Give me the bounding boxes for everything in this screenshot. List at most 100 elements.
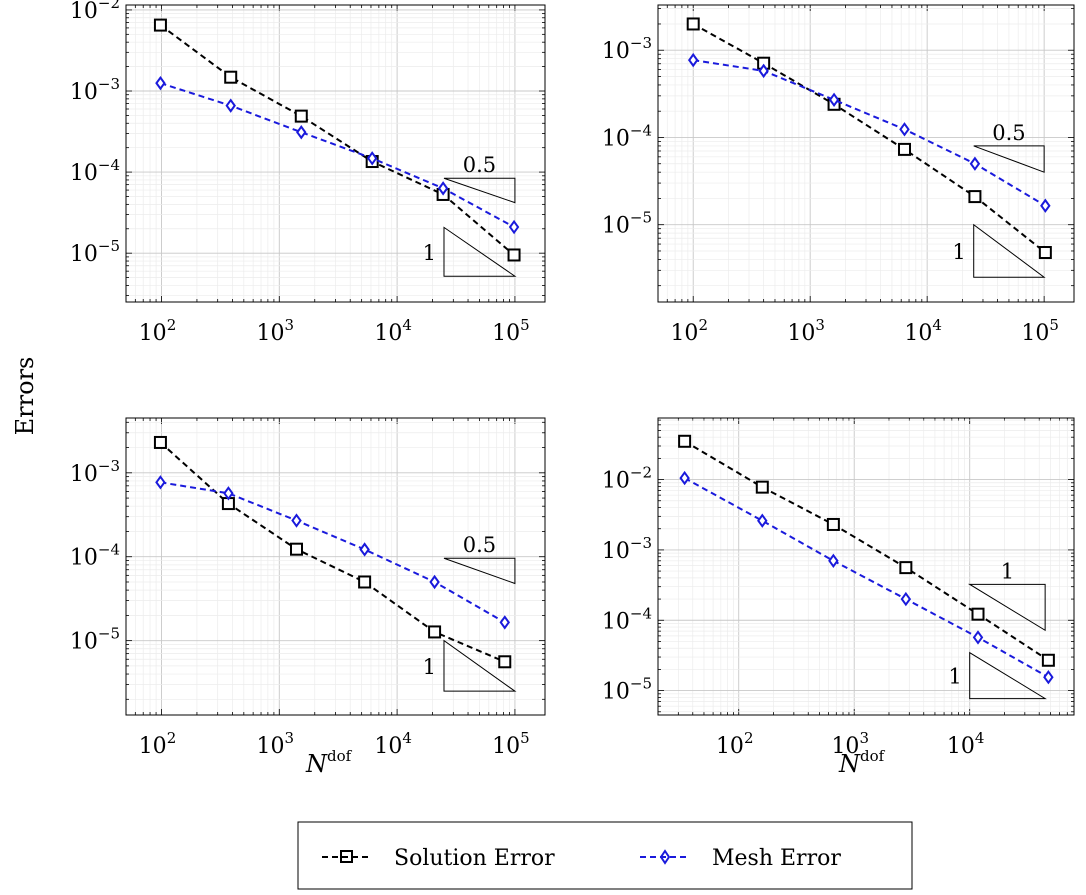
data-point xyxy=(899,561,913,575)
tick-exponent: −5 xyxy=(98,625,120,643)
slope-triangle-shape xyxy=(443,557,516,585)
tick-exponent: −3 xyxy=(630,534,652,552)
data-point xyxy=(358,575,372,589)
slope-triangle: 1 xyxy=(423,639,517,692)
y-tick-label: 10−4 xyxy=(70,541,120,571)
tick-base: 10 xyxy=(602,539,630,564)
data-point xyxy=(678,434,692,448)
y-tick-label: 10−3 xyxy=(602,34,652,64)
tick-exponent: −4 xyxy=(98,541,120,559)
tick-exponent: −5 xyxy=(98,237,120,255)
tick-base: 10 xyxy=(70,80,98,105)
data-point xyxy=(971,607,985,621)
tick-base: 10 xyxy=(70,242,98,267)
series-mesh-error xyxy=(155,75,520,235)
plot-frame xyxy=(657,417,1075,716)
series-line xyxy=(693,59,1046,207)
tick-exponent: 2 xyxy=(167,316,177,334)
y-tick-label: 10−3 xyxy=(70,457,120,487)
tick-exponent: −2 xyxy=(630,464,652,482)
series-line xyxy=(160,82,515,228)
data-point xyxy=(153,18,167,32)
data-point xyxy=(498,655,512,669)
y-tick-label: 10−4 xyxy=(602,121,652,151)
x-tick-label: 103 xyxy=(787,316,825,346)
data-point xyxy=(437,181,449,196)
tick-exponent: −4 xyxy=(630,604,652,622)
grid xyxy=(125,5,545,302)
plot-frame xyxy=(125,4,546,303)
slope-triangle: 0.5 xyxy=(443,153,516,204)
tick-base: 10 xyxy=(602,214,630,239)
tick-base: 10 xyxy=(947,734,975,759)
tick-base: 10 xyxy=(139,734,167,759)
tick-base: 10 xyxy=(257,734,285,759)
y-tick-label: 10−2 xyxy=(70,0,120,24)
data-point xyxy=(296,125,307,140)
data-point xyxy=(757,513,768,528)
tick-base: 10 xyxy=(831,734,859,759)
data-point xyxy=(366,151,378,166)
tick-exponent: −5 xyxy=(630,675,652,693)
series-solution-error xyxy=(153,435,512,669)
x-tick-label: 105 xyxy=(492,729,530,759)
slope-triangle-shape xyxy=(443,639,517,692)
slope-triangle: 0.5 xyxy=(973,121,1045,173)
slope-triangle: 1 xyxy=(967,559,1046,632)
x-tick-label: 102 xyxy=(670,316,708,346)
data-point xyxy=(155,475,166,490)
plot-frame xyxy=(657,4,1075,303)
series-line xyxy=(684,440,1049,662)
tick-exponent: −5 xyxy=(630,209,652,227)
y-axis-title: Errors xyxy=(11,357,39,436)
y-tick-label: 10−2 xyxy=(602,464,652,494)
tick-base: 10 xyxy=(1021,321,1049,346)
data-point xyxy=(828,92,840,108)
grid xyxy=(657,5,1074,302)
y-tick-label: 10−3 xyxy=(602,534,652,564)
data-point xyxy=(429,574,440,590)
legend-solution-label: Solution Error xyxy=(394,846,555,871)
data-point xyxy=(826,517,840,531)
tick-exponent: 2 xyxy=(167,729,177,747)
tick-base: 10 xyxy=(602,126,630,151)
x-tick-label: 104 xyxy=(374,729,412,759)
series-mesh-error xyxy=(679,470,1054,685)
data-point xyxy=(507,248,521,262)
legend: Solution Error Mesh Error xyxy=(297,821,913,890)
tick-exponent: 5 xyxy=(520,316,530,334)
tick-exponent: −3 xyxy=(630,34,652,52)
x-tick-label: 104 xyxy=(374,316,412,346)
series-line xyxy=(684,477,1049,679)
x-axis-title-base: N xyxy=(838,750,861,778)
series-solution-error xyxy=(153,18,521,262)
data-point xyxy=(687,52,699,68)
tick-exponent: 3 xyxy=(285,316,295,334)
data-point xyxy=(972,630,984,645)
y-tick-label: 10−5 xyxy=(70,625,120,655)
tick-base: 10 xyxy=(70,0,98,24)
y-tick-label: 10−5 xyxy=(70,237,120,267)
tick-exponent: 5 xyxy=(1049,316,1059,334)
x-tick-label: 102 xyxy=(139,729,177,759)
slope-triangle-shape xyxy=(973,223,1046,278)
slope-triangle-shape xyxy=(973,145,1045,173)
grid xyxy=(657,418,1075,715)
y-tick-label: 10−3 xyxy=(70,75,120,105)
legend-mesh-marker xyxy=(659,849,671,865)
tick-base: 10 xyxy=(492,321,520,346)
tick-base: 10 xyxy=(257,321,285,346)
data-point xyxy=(223,486,234,501)
data-point xyxy=(686,17,700,31)
tick-exponent: 2 xyxy=(744,729,754,747)
data-point xyxy=(828,553,839,569)
tick-exponent: 3 xyxy=(859,729,869,747)
tick-base: 10 xyxy=(602,469,630,494)
tick-base: 10 xyxy=(716,734,744,759)
